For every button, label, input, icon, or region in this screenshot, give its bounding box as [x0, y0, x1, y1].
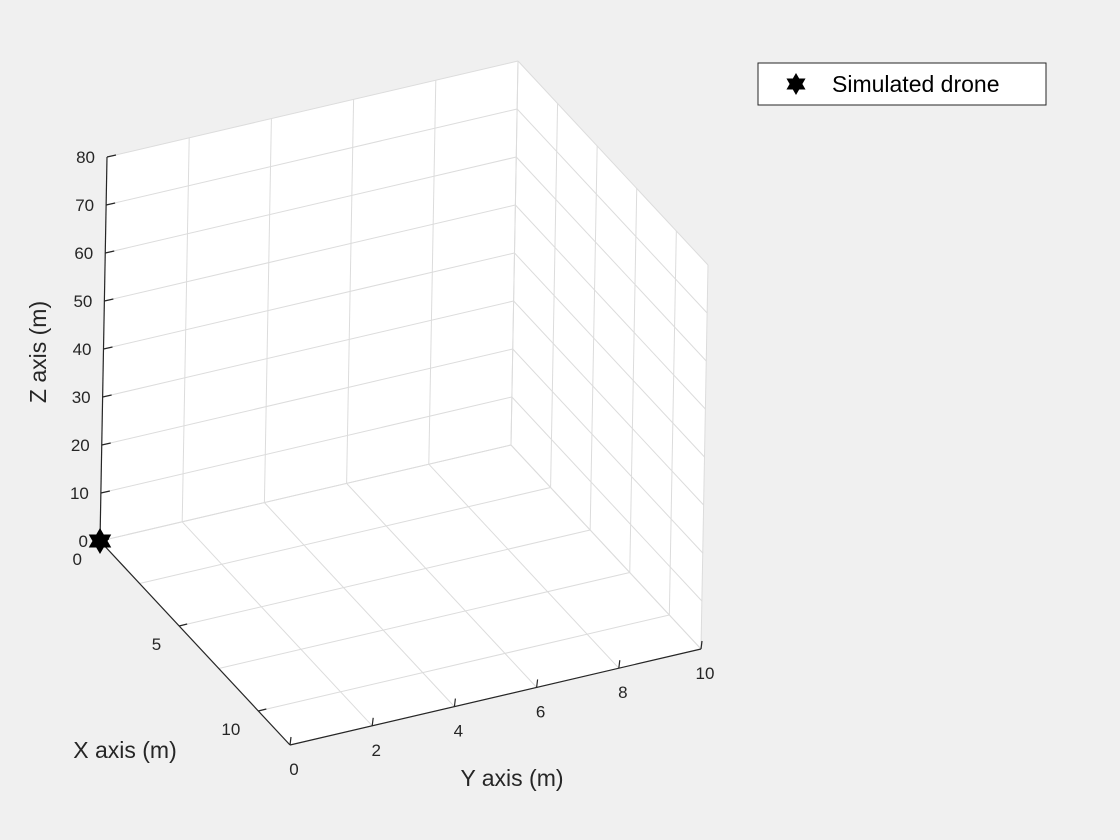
z-grid-side — [517, 60, 709, 266]
z-tick-mark — [104, 298, 114, 302]
x-tick-label: 5 — [152, 635, 161, 654]
z-tick-mark — [100, 490, 111, 494]
y-tick-mark — [453, 698, 456, 707]
y-tick-label: 2 — [371, 741, 380, 760]
z-grid-back — [103, 252, 515, 350]
y-tick-mark — [536, 679, 539, 688]
z-tick-mark — [105, 202, 116, 206]
z-tick-mark — [105, 250, 115, 254]
y-grid-floor — [264, 502, 455, 707]
z-grid-back — [104, 204, 516, 302]
z-tick-label: 60 — [74, 244, 93, 263]
z-tick-mark — [106, 154, 117, 158]
z-tick-label: 50 — [73, 292, 92, 311]
z-tick-mark — [102, 394, 112, 398]
legend: Simulated drone — [757, 62, 1047, 106]
z-grid-side — [512, 348, 704, 554]
x-tick-label: 10 — [221, 720, 240, 739]
z-grid-side — [511, 396, 703, 602]
x-tick-label: 0 — [73, 550, 82, 569]
y-tick-label: 6 — [536, 702, 545, 721]
z-tick-label: 0 — [79, 532, 88, 551]
x-tick-mark — [179, 623, 188, 627]
x-grid-floor — [258, 614, 670, 712]
z-grid-back — [99, 444, 512, 542]
z-tick-mark — [103, 346, 113, 350]
z-grid-side — [513, 300, 704, 506]
x-grid-floor — [179, 529, 591, 627]
z-grid-back — [106, 60, 519, 158]
tick-labels: 0 10 20 30 40 50 60 70 80 0 5 10 0 2 4 6 8 10 — [70, 148, 715, 779]
y-tick-label: 10 — [696, 664, 715, 683]
z-grid-back — [101, 348, 513, 446]
z-grid-back — [106, 108, 518, 206]
legend-box — [757, 62, 1047, 106]
z-grid-side — [515, 204, 706, 410]
y-grid-floor — [428, 463, 620, 669]
z-tick-label: 20 — [71, 436, 90, 455]
legend-entry-label: Simulated drone — [832, 71, 1000, 97]
z-tick-mark — [101, 442, 111, 446]
z-tick-label: 10 — [70, 484, 89, 503]
y-tick-label: 0 — [289, 760, 298, 779]
z-grid-back — [100, 396, 512, 494]
z-tick-label: 80 — [76, 148, 95, 167]
z-grid-back — [105, 156, 517, 254]
legend-hexagram-icon — [786, 73, 806, 95]
data-point-0-0 — [88, 528, 112, 554]
y-tick-mark — [618, 660, 621, 669]
axis-lines — [99, 154, 703, 746]
z-grid-side — [515, 156, 707, 362]
grid-lines — [99, 60, 709, 746]
x-grid-floor — [139, 487, 551, 584]
y-tick-label: 4 — [454, 722, 463, 741]
z-axis-label: Z axis (m) — [25, 301, 51, 403]
y-tick-mark — [289, 736, 292, 746]
y-grid-floor — [181, 521, 373, 727]
x-axis-label: X axis (m) — [73, 737, 177, 763]
x-tick-mark — [258, 708, 267, 712]
z-grid-back — [102, 300, 514, 398]
x-grid-floor — [218, 572, 630, 669]
floor-pane — [100, 445, 701, 745]
z-grid-side — [510, 444, 702, 650]
y-axis-label: Y axis (m) — [460, 765, 563, 791]
z-grid-side — [516, 108, 708, 314]
z-tick-label: 70 — [75, 196, 94, 215]
z-grid-side — [514, 252, 705, 458]
z-tick-label: 30 — [72, 388, 91, 407]
y-axis-line — [289, 648, 702, 746]
y-tick-mark — [371, 717, 374, 726]
y-grid-floor — [346, 483, 537, 688]
y-tick-mark — [700, 640, 703, 650]
data-points — [88, 528, 112, 554]
z-tick-label: 40 — [73, 340, 92, 359]
y-tick-label: 8 — [618, 683, 627, 702]
